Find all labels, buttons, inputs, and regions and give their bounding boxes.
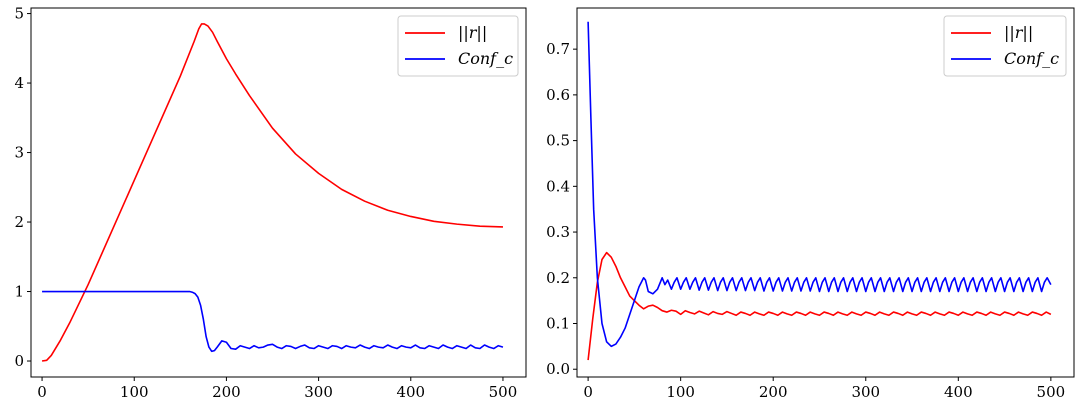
y-tick-label: 0.3 (546, 223, 570, 241)
y-tick-label: 5 (14, 5, 24, 23)
x-tick-label: 300 (304, 383, 333, 401)
series-line-r (41, 23, 503, 362)
y-tick-label: 1 (14, 283, 24, 301)
x-tick-label: 200 (212, 383, 241, 401)
legend: ||r|| Conf_c (943, 15, 1067, 77)
plot-area (41, 23, 504, 362)
y-tick-label: 4 (14, 74, 24, 92)
legend-frame (397, 15, 519, 77)
left-chart: 0 100 200 300 400 500 0 1 2 3 4 5 ||r|| Conf_c (14, 5, 527, 401)
legend-label-conf-c: Conf_c (1004, 49, 1059, 68)
x-tick-label: 100 (666, 383, 695, 401)
plot-area (587, 21, 1052, 361)
legend-frame (943, 15, 1067, 77)
x-tick-label: 300 (851, 383, 880, 401)
y-tick-label: 0.4 (546, 177, 570, 195)
axes-frame (576, 7, 1075, 378)
y-tick-label: 0.6 (546, 86, 570, 104)
x-tick-label: 200 (759, 383, 788, 401)
y-tick-label: 0.7 (546, 40, 570, 58)
x-tick-label: 400 (396, 383, 425, 401)
x-tick-label: 0 (583, 383, 593, 401)
x-tick-label: 100 (120, 383, 149, 401)
y-tick-label: 0 (14, 352, 24, 370)
axes-frame (30, 7, 527, 378)
legend-label-r: ||r|| (1004, 23, 1033, 42)
y-tick-label: 2 (14, 213, 24, 231)
y-tick-label: 0.5 (546, 132, 570, 150)
y-tick-label: 0.0 (546, 360, 570, 378)
x-tick-label: 400 (944, 383, 973, 401)
y-tick-label: 3 (14, 144, 24, 162)
series-line-conf-c (42, 290, 504, 353)
legend-label-r: ||r|| (458, 23, 487, 42)
legend-label-conf-c: Conf_c (458, 49, 513, 68)
legend: ||r|| Conf_c (397, 15, 519, 77)
series-line-r (587, 251, 1052, 361)
y-tick-label: 0.2 (546, 269, 570, 287)
x-tick-label: 500 (1037, 383, 1066, 401)
x-tick-label: 0 (37, 383, 47, 401)
y-tick-label: 0.1 (546, 315, 570, 333)
x-tick-label: 500 (489, 383, 518, 401)
series-line-conf-c (587, 21, 1052, 348)
right-chart: 0 100 200 300 400 500 0.0 0.1 0.2 0.3 0.4 0.5 0.6 0.7… (546, 7, 1075, 401)
